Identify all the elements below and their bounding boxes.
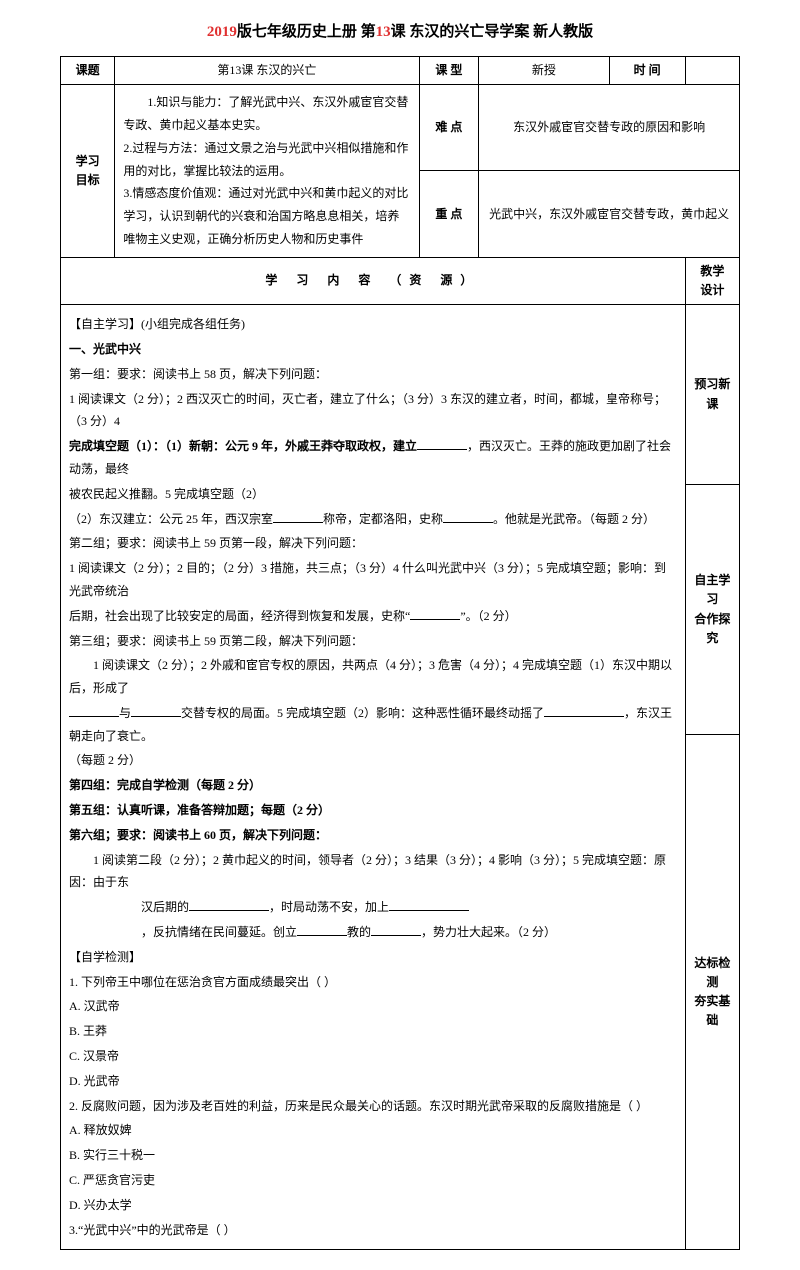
content-header-row: 学 习 内 容 （资 源） 教学 设计 — [61, 257, 740, 304]
q2b: B. 实行三十税一 — [69, 1144, 677, 1167]
t-p5b: 称帝，定都洛阳，史称 — [323, 512, 443, 526]
q3: 3.“光武中兴”中的光武帝是（ ） — [69, 1219, 677, 1242]
p-group3-req: 第三组；要求：阅读书上 59 页第二段，解决下列问题： — [69, 630, 677, 653]
t-p7c: ”。（2 分） — [460, 609, 516, 623]
t-p5c: 。他就是光武帝。（每题 2 分） — [493, 512, 655, 526]
p-group6-line2: 汉后期的 ，时局动荡不安，加上 — [69, 896, 677, 919]
t-p9b: 与 — [119, 706, 131, 720]
side-test: 达标检测 夯实基础 — [685, 735, 739, 1250]
t-p13e: 教的 — [347, 925, 371, 939]
keypoint-label: 重 点 — [419, 171, 479, 257]
p-group1-line2: 完成填空题（1）：（1）新朝：公元 9 年，外戚王莽夺取政权，建立，西汉灭亡。王… — [69, 435, 677, 481]
side-header: 教学 设计 — [685, 257, 739, 304]
col-type-label: 课 型 — [419, 57, 479, 85]
q1c: C. 汉景帝 — [69, 1045, 677, 1068]
q2d: D. 兴办太学 — [69, 1194, 677, 1217]
p-group2-req: 第二组；要求：阅读书上 59 页第一段，解决下列问题： — [69, 532, 677, 555]
col-type: 新授 — [479, 57, 609, 85]
blank-1 — [417, 438, 467, 450]
blank-8 — [189, 899, 269, 911]
title-year: 2019 — [207, 24, 237, 40]
blank-11 — [371, 924, 421, 936]
p-group4: 第四组：完成自学检测（每题 2 分） — [69, 774, 677, 797]
p-group5: 第五组：认真听课，准备答辩加题；每题（2 分） — [69, 799, 677, 822]
goals-body: 1.知识与能力：了解光武中兴、东汉外戚宦官交替专政、黄巾起义基本史实。 2.过程… — [115, 85, 419, 258]
t-p13f: ，势力壮大起来。（2 分） — [421, 925, 556, 939]
main-table: 课题 第13课 东汉的兴亡 课 型 新授 时 间 学习 目标 1.知识与能力：了… — [60, 56, 740, 1250]
q2c: C. 严惩贪官污吏 — [69, 1169, 677, 1192]
q2: 2. 反腐败问题，因为涉及老百姓的利益，历来是民众最关心的话题。东汉时期光武帝采… — [69, 1095, 677, 1118]
col-time-label: 时 间 — [609, 57, 685, 85]
blank-3 — [443, 511, 493, 523]
side-study: 自主学习 合作探究 — [685, 485, 739, 735]
p-group1-line3: 被农民起义推翻。5 完成填空题（2） — [69, 483, 677, 506]
p-group2-line1: 1 阅读课文（2 分）；2 目的；（2 分）3 措施，共三点；（3 分）4 什么… — [69, 557, 677, 603]
t-p13a: 1 阅读第二段（2 分）；2 黄巾起义的时间，领导者（2 分）；3 结果（3 分… — [69, 853, 666, 890]
goals-row-1: 学习 目标 1.知识与能力：了解光武中兴、东汉外戚宦官交替专政、黄巾起义基本史实… — [61, 85, 740, 171]
t-p9c: 交替专权的局面。5 完成填空题（2）影响：这种恶性循环最终动摇了 — [181, 706, 544, 720]
blank-9 — [389, 899, 469, 911]
content-body: 【自主学习】(小组完成各组任务) 一、光武中兴 第一组：要求：阅读书上 58 页… — [61, 305, 686, 1250]
col-topic: 第13课 东汉的兴亡 — [115, 57, 419, 85]
title-mid1: 版七年级历史上册 第 — [237, 24, 376, 40]
p-group6-req: 第六组；要求：阅读书上 60 页，解决下列问题： — [69, 824, 677, 847]
p-group3-line3: （每题 2 分） — [69, 749, 677, 772]
title-mid2: 课 东汉的兴亡导学案 新人教版 — [391, 24, 594, 40]
t-p4a: 1 阅读课文（2 分）；2 西汉灭亡的时间，灭亡者，建立了什么；（3 分）3 东… — [69, 392, 666, 429]
t-p7b: 后期，社会出现了比较安定的局面，经济得到恢复和发展，史称“ — [69, 609, 410, 623]
t-p13d: ，反抗情绪在民间蔓延。创立 — [141, 925, 297, 939]
t-p4b: 完成填空题（1）：（1）新朝：公元 9 年，外戚王莽夺取政权，建立 — [69, 439, 417, 453]
difficulty-label: 难 点 — [419, 85, 479, 171]
blank-10 — [297, 924, 347, 936]
header-row: 课题 第13课 东汉的兴亡 课 型 新授 时 间 — [61, 57, 740, 85]
p-self-test: 【自学检测】 — [69, 946, 677, 969]
p-group3-line2: 与交替专权的局面。5 完成填空题（2）影响：这种恶性循环最终动摇了，东汉王朝走向… — [69, 702, 677, 748]
side-preview: 预习新课 — [685, 305, 739, 485]
q1b: B. 王莽 — [69, 1020, 677, 1043]
p-group6-line3: ，反抗情绪在民间蔓延。创立 教的 ，势力壮大起来。（2 分） — [69, 921, 677, 944]
p-group2-line2: 后期，社会出现了比较安定的局面，经济得到恢复和发展，史称“ ”。（2 分） — [69, 605, 677, 628]
t-p5a: （2）东汉建立：公元 25 年，西汉宗室 — [69, 512, 273, 526]
goals-label: 学习 目标 — [61, 85, 115, 258]
p-group3-line1: 1 阅读课文（2 分）；2 外戚和宦官专权的原因，共两点（4 分）；3 危害（4… — [69, 654, 677, 700]
q1d: D. 光武帝 — [69, 1070, 677, 1093]
blank-2 — [273, 511, 323, 523]
q1: 1. 下列帝王中哪位在惩治贪官方面成绩最突出（ ） — [69, 971, 677, 994]
content-header: 学 习 内 容 （资 源） — [61, 257, 686, 304]
t-p13c: ，时局动荡不安，加上 — [269, 900, 389, 914]
p-auto-study: 【自主学习】(小组完成各组任务) — [69, 313, 677, 336]
keypoint: 光武中兴，东汉外戚宦官交替专政，黄巾起义 — [479, 171, 740, 257]
q1a: A. 汉武帝 — [69, 995, 677, 1018]
blank-5 — [69, 705, 119, 717]
blank-4 — [410, 608, 460, 620]
doc-title: 2019版七年级历史上册 第13课 东汉的兴亡导学案 新人教版 — [60, 20, 740, 44]
p-section-1: 一、光武中兴 — [69, 338, 677, 361]
p-group1-line1: 1 阅读课文（2 分）；2 西汉灭亡的时间，灭亡者，建立了什么；（3 分）3 东… — [69, 388, 677, 434]
p-group6-line1: 1 阅读第二段（2 分）；2 黄巾起义的时间，领导者（2 分）；3 结果（3 分… — [69, 849, 677, 895]
col-time — [685, 57, 739, 85]
t-p13b: 汉后期的 — [141, 900, 189, 914]
title-num: 13 — [376, 24, 391, 40]
p-group1-req: 第一组：要求：阅读书上 58 页，解决下列问题： — [69, 363, 677, 386]
t-p9a: 1 阅读课文（2 分）；2 外戚和宦官专权的原因，共两点（4 分）；3 危害（4… — [69, 658, 672, 695]
blank-7 — [544, 705, 624, 717]
p-group1-line4: （2）东汉建立：公元 25 年，西汉宗室 称帝，定都洛阳，史称 。他就是光武帝。（每… — [69, 508, 677, 531]
q2a: A. 释放奴婢 — [69, 1119, 677, 1142]
content-row-1: 【自主学习】(小组完成各组任务) 一、光武中兴 第一组：要求：阅读书上 58 页… — [61, 305, 740, 485]
blank-6 — [131, 705, 181, 717]
col-topic-label: 课题 — [61, 57, 115, 85]
difficulty: 东汉外戚宦官交替专政的原因和影响 — [479, 85, 740, 171]
